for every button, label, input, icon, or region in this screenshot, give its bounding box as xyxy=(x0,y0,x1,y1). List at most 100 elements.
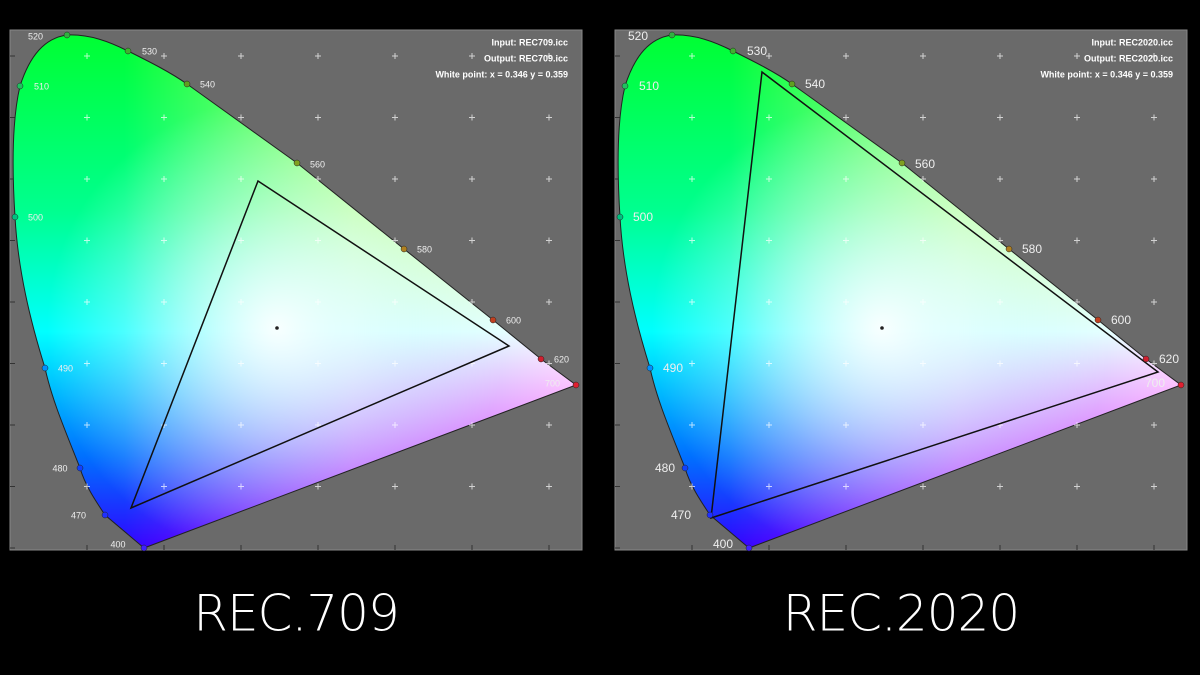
grid-cross xyxy=(689,237,695,244)
grid-cross xyxy=(238,176,244,182)
grid-cross xyxy=(1074,422,1080,428)
grid-cross xyxy=(766,53,772,59)
grid-cross xyxy=(1074,114,1080,121)
wavelength-dot xyxy=(621,82,629,90)
grid-cross xyxy=(997,237,1003,244)
white-point xyxy=(275,326,279,330)
wavelength-dot xyxy=(646,364,654,372)
grid-cross xyxy=(238,360,244,367)
grid-cross xyxy=(997,299,1003,305)
grid-cross xyxy=(84,422,90,428)
grid-cross xyxy=(161,237,167,244)
grid-cross xyxy=(315,299,321,305)
grid-cross xyxy=(84,360,90,367)
grid-cross xyxy=(766,237,772,244)
grid-cross xyxy=(84,176,90,182)
wavelength-label: 580 xyxy=(1022,242,1042,256)
profile-info: White point: x = 0.346 y = 0.359 xyxy=(1040,69,1173,79)
wavelength-dot xyxy=(537,355,545,363)
grid-cross xyxy=(843,176,849,182)
wavelength-dot xyxy=(1177,381,1185,389)
wavelength-label: 500 xyxy=(28,212,43,222)
grid-cross xyxy=(315,360,321,367)
grid-cross xyxy=(315,237,321,244)
wavelength-label: 540 xyxy=(805,77,825,91)
wavelength-label: 480 xyxy=(655,461,675,475)
gamut-triangle xyxy=(129,179,511,510)
grid-cross xyxy=(392,299,398,305)
grid-cross xyxy=(392,360,398,367)
grid-cross xyxy=(315,422,321,428)
grid-cross xyxy=(1074,299,1080,305)
wavelength-label: 600 xyxy=(1111,313,1131,327)
grid-cross xyxy=(161,360,167,367)
grid-cross xyxy=(766,360,772,367)
wavelength-dot xyxy=(183,80,191,88)
grid-cross xyxy=(392,237,398,244)
grid-cross xyxy=(843,483,849,490)
wavelength-label: 500 xyxy=(633,210,653,224)
wavelength-label: 470 xyxy=(671,508,691,522)
grid-cross xyxy=(920,422,926,428)
grid-cross xyxy=(84,237,90,244)
wavelength-label: 560 xyxy=(915,157,935,171)
grid-cross xyxy=(161,114,167,121)
grid-cross xyxy=(689,422,695,428)
profile-info: Output: REC709.icc xyxy=(484,53,568,63)
wavelength-label: 490 xyxy=(663,361,683,375)
grid-cross xyxy=(238,114,244,121)
grid-cross xyxy=(1151,53,1157,59)
wavelength-dot xyxy=(400,245,408,253)
grid-cross xyxy=(84,53,90,59)
wavelength-label: 520 xyxy=(628,29,648,43)
wavelength-label: 470 xyxy=(71,510,86,520)
grid-cross xyxy=(843,422,849,428)
grid-cross xyxy=(997,53,1003,59)
grid-cross xyxy=(469,483,475,490)
wavelength-dot xyxy=(788,80,796,88)
grid-cross xyxy=(920,114,926,121)
grid-cross xyxy=(689,299,695,305)
wavelength-dot xyxy=(16,82,24,90)
grid-cross xyxy=(689,483,695,490)
grid-cross xyxy=(84,299,90,305)
grid-cross xyxy=(689,176,695,182)
grid-cross xyxy=(843,237,849,244)
wavelength-label: 510 xyxy=(34,81,49,91)
grid-cross xyxy=(84,483,90,490)
caption: REC.709 xyxy=(193,585,399,643)
grid-cross xyxy=(161,483,167,490)
gamut-panel: 400 470 480 490 500 510 520 530 540 560 580 600 620 7… xyxy=(614,29,1188,643)
grid-cross xyxy=(238,53,244,59)
wavelength-label: 580 xyxy=(417,244,432,254)
wavelength-dot xyxy=(76,464,84,472)
profile-info: White point: x = 0.346 y = 0.359 xyxy=(435,69,568,79)
grid-cross xyxy=(843,53,849,59)
grid-cross xyxy=(161,53,167,59)
grid-cross xyxy=(689,114,695,121)
grid-cross xyxy=(843,299,849,305)
grid-cross xyxy=(920,176,926,182)
grid-cross xyxy=(315,53,321,59)
wavelength-label: 600 xyxy=(506,315,521,325)
grid-cross xyxy=(546,422,552,428)
grid-cross xyxy=(689,53,695,59)
grid-cross xyxy=(843,114,849,121)
wavelength-dot xyxy=(745,544,753,552)
wavelength-dot xyxy=(124,47,132,55)
grid-cross xyxy=(1151,360,1157,367)
wavelength-dot xyxy=(101,511,109,519)
grid-cross xyxy=(1151,237,1157,244)
grid-cross xyxy=(920,299,926,305)
wavelength-label: 490 xyxy=(58,363,73,373)
grid-cross xyxy=(766,422,772,428)
grid-cross xyxy=(689,360,695,367)
wavelength-dot xyxy=(63,31,71,39)
wavelength-dot xyxy=(616,213,624,221)
wavelength-dot xyxy=(681,464,689,472)
wavelength-dot xyxy=(41,364,49,372)
wavelength-dot xyxy=(668,31,676,39)
grid-cross xyxy=(1074,360,1080,367)
grid-cross xyxy=(920,360,926,367)
